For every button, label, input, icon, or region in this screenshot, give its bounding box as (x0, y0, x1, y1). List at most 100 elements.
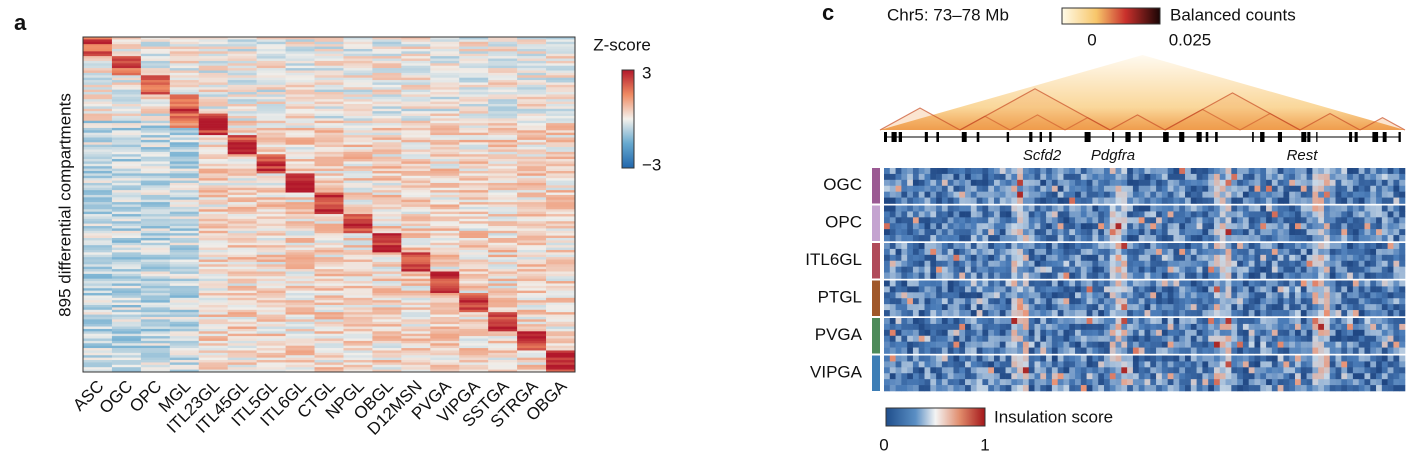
heatmap-cell (890, 255, 896, 261)
heatmap-cell (1133, 330, 1139, 336)
heatmap-cell (1046, 249, 1052, 255)
heatmap-cell (907, 180, 913, 186)
heatmap-cell (1399, 168, 1405, 174)
heatmap-cell (83, 365, 112, 368)
heatmap-cell (1260, 255, 1266, 261)
heatmap-cell (1092, 281, 1098, 287)
heatmap-cell (907, 310, 913, 316)
heatmap-cell (343, 298, 372, 301)
heatmap-cell (1104, 336, 1110, 342)
heatmap-cell (1243, 318, 1249, 324)
heatmap-cell (343, 138, 372, 141)
heatmap-cell (1266, 255, 1272, 261)
heatmap-cell (343, 212, 372, 215)
heatmap-cell (83, 212, 112, 215)
heatmap-cell (315, 269, 344, 272)
heatmap-cell (1254, 310, 1260, 316)
heatmap-cell (1116, 336, 1122, 342)
exon (925, 132, 928, 142)
heatmap-cell (343, 207, 372, 210)
heatmap-cell (228, 169, 257, 172)
heatmap-cell (1220, 298, 1226, 304)
heatmap-cell (488, 274, 517, 277)
heatmap-cell (1191, 267, 1197, 273)
heatmap-cell (1116, 310, 1122, 316)
heatmap-cell (896, 324, 902, 330)
heatmap-cell (1145, 211, 1151, 217)
heatmap-cell (1000, 318, 1006, 324)
heatmap-cell (994, 310, 1000, 316)
heatmap-cell (1098, 304, 1104, 310)
heatmap-cell (488, 288, 517, 291)
heatmap-cell (228, 128, 257, 131)
heatmap-cell (459, 324, 488, 327)
heatmap-cell (401, 82, 430, 85)
heatmap-cell (315, 307, 344, 310)
heatmap-cell (1220, 243, 1226, 249)
heatmap-cell (199, 66, 228, 69)
heatmap-cell (286, 39, 315, 42)
heatmap-cell (517, 128, 546, 131)
heatmap-cell (901, 180, 907, 186)
heatmap-cell (1081, 223, 1087, 229)
heatmap-cell (1035, 174, 1041, 180)
heatmap-cell (459, 248, 488, 251)
heatmap-cell (517, 305, 546, 308)
heatmap-cell (141, 183, 170, 186)
heatmap-cell (1208, 298, 1214, 304)
heatmap-cell (401, 300, 430, 303)
heatmap-cell (1376, 267, 1382, 273)
heatmap-cell (315, 161, 344, 164)
heatmap-cell (1173, 198, 1179, 204)
heatmap-cell (401, 291, 430, 294)
heatmap-cell (1370, 229, 1376, 235)
heatmap-cell (1092, 180, 1098, 186)
heatmap-cell (1353, 223, 1359, 229)
heatmap-cell (1330, 292, 1336, 298)
heatmap-cell (1104, 310, 1110, 316)
heatmap-cell (141, 327, 170, 330)
heatmap-cell (286, 286, 315, 289)
heatmap-cell (170, 238, 199, 241)
heatmap-cell (112, 250, 141, 253)
heatmap-cell (517, 47, 546, 50)
heatmap-cell (948, 249, 954, 255)
heatmap-cell (1006, 255, 1012, 261)
heatmap-cell (1000, 255, 1006, 261)
heatmap-cell (959, 235, 965, 241)
heatmap-cell (459, 207, 488, 210)
heatmap-cell (517, 42, 546, 45)
heatmap-cell (977, 243, 983, 249)
heatmap-cell (83, 173, 112, 176)
heatmap-cell (170, 224, 199, 227)
heatmap-cell (1364, 198, 1370, 204)
heatmap-cell (546, 123, 575, 126)
heatmap-cell (199, 324, 228, 327)
heatmap-cell (112, 44, 141, 47)
heatmap-cell (170, 240, 199, 243)
heatmap-cell (83, 80, 112, 83)
heatmap-cell (971, 336, 977, 342)
heatmap-cell (1208, 186, 1214, 192)
heatmap-cell (430, 135, 459, 138)
heatmap-cell (1214, 192, 1220, 198)
heatmap-cell (83, 250, 112, 253)
heatmap-cell (315, 145, 344, 148)
heatmap-cell (459, 315, 488, 318)
heatmap-cell (286, 243, 315, 246)
heatmap-cell (343, 331, 372, 334)
heatmap-cell (343, 183, 372, 186)
heatmap-cell (896, 286, 902, 292)
heatmap-cell (112, 367, 141, 370)
heatmap-cell (170, 293, 199, 296)
heatmap-cell (546, 47, 575, 50)
heatmap-cell (401, 116, 430, 119)
heatmap-cell (1226, 198, 1232, 204)
heatmap-cell (1388, 174, 1394, 180)
heatmap-cell (1370, 235, 1376, 241)
heatmap-cell (1110, 174, 1116, 180)
heatmap-cell (459, 164, 488, 167)
heatmap-cell (1359, 235, 1365, 241)
heatmap-cell (459, 181, 488, 184)
heatmap-cell (199, 193, 228, 196)
